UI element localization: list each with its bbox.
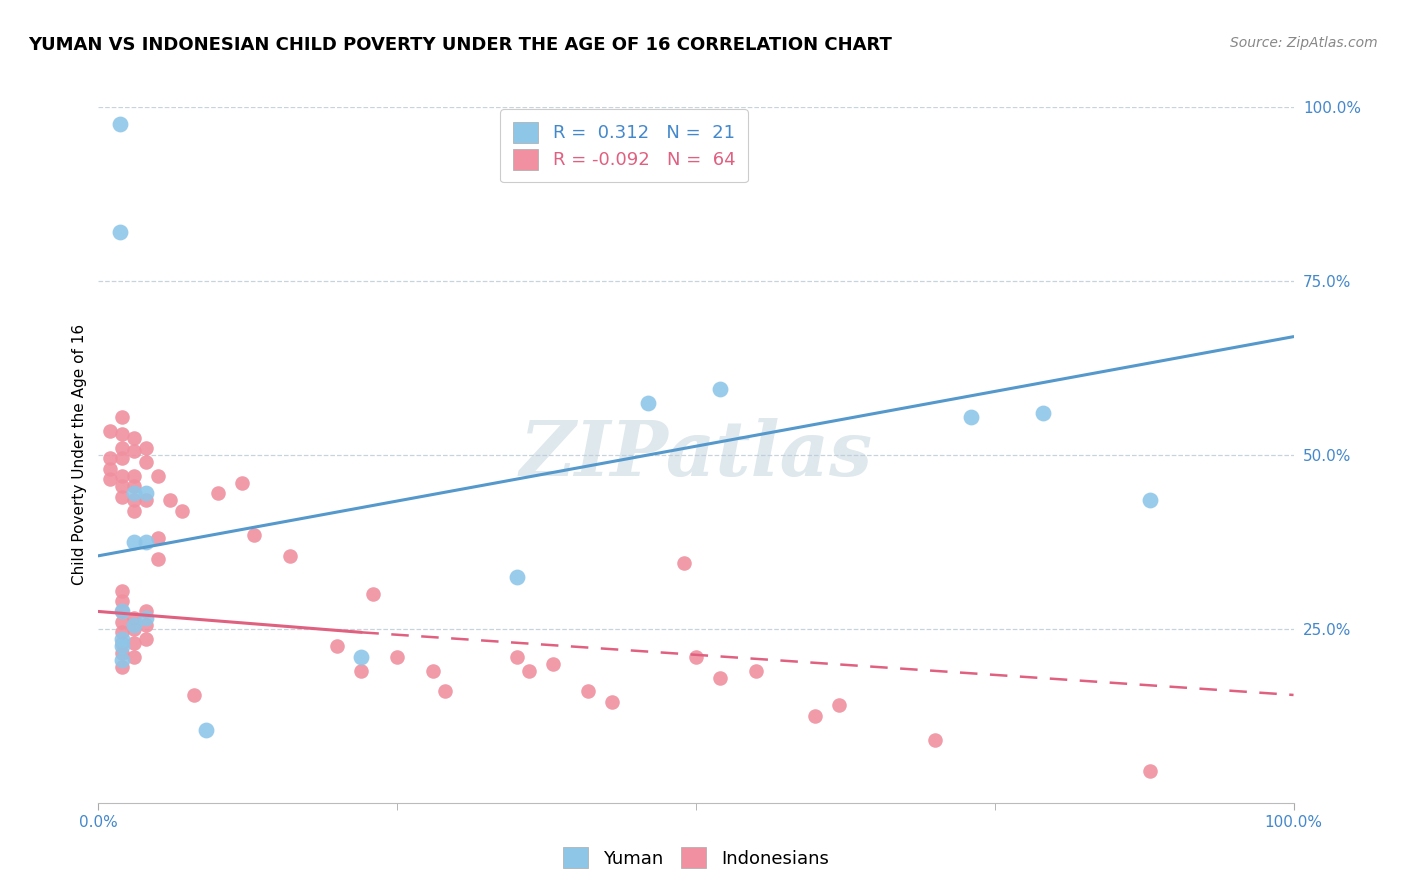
Point: [124, 618, 146, 632]
Point: [108, 225, 131, 239]
Point: [111, 441, 134, 455]
Point: [98, 462, 122, 476]
Point: [207, 486, 229, 500]
Point: [135, 618, 157, 632]
Y-axis label: Child Poverty Under the Age of 16: Child Poverty Under the Age of 16: [72, 325, 87, 585]
Point: [385, 649, 409, 664]
Point: [111, 660, 134, 674]
Point: [111, 479, 134, 493]
Point: [111, 653, 134, 667]
Point: [111, 594, 134, 608]
Point: [135, 534, 157, 549]
Point: [828, 698, 851, 713]
Point: [637, 396, 659, 410]
Point: [111, 625, 134, 640]
Point: [602, 695, 624, 709]
Point: [111, 409, 134, 424]
Point: [111, 632, 134, 647]
Point: [124, 622, 146, 636]
Point: [506, 649, 529, 664]
Point: [124, 611, 146, 625]
Point: [148, 552, 170, 566]
Point: [124, 636, 146, 650]
Point: [124, 649, 146, 664]
Point: [673, 556, 696, 570]
Point: [578, 684, 600, 698]
Point: [135, 632, 157, 647]
Point: [159, 493, 181, 508]
Point: [111, 639, 134, 653]
Point: [111, 468, 134, 483]
Point: [135, 605, 157, 619]
Point: [243, 528, 266, 542]
Point: [124, 430, 146, 444]
Point: [506, 570, 529, 584]
Point: [148, 532, 170, 546]
Point: [745, 664, 768, 678]
Point: [135, 611, 157, 625]
Point: [111, 605, 134, 619]
Point: [98, 451, 122, 466]
Point: [1139, 764, 1161, 779]
Point: [135, 486, 157, 500]
Point: [148, 468, 170, 483]
Point: [685, 649, 707, 664]
Point: [709, 671, 731, 685]
Point: [350, 664, 373, 678]
Point: [111, 583, 134, 598]
Point: [924, 733, 946, 747]
Legend: Yuman, Indonesians: Yuman, Indonesians: [554, 838, 838, 877]
Point: [363, 587, 385, 601]
Point: [111, 615, 134, 629]
Point: [111, 636, 134, 650]
Point: [135, 441, 157, 455]
Point: [1139, 493, 1161, 508]
Point: [111, 490, 134, 504]
Point: [98, 424, 122, 438]
Point: [1032, 406, 1054, 420]
Point: [172, 503, 194, 517]
Point: [124, 479, 146, 493]
Point: [422, 664, 444, 678]
Point: [111, 427, 134, 442]
Point: [350, 649, 373, 664]
Point: [434, 684, 457, 698]
Point: [124, 486, 146, 500]
Point: [135, 493, 157, 508]
Point: [541, 657, 564, 671]
Point: [124, 468, 146, 483]
Point: [124, 444, 146, 458]
Text: YUMAN VS INDONESIAN CHILD POVERTY UNDER THE AGE OF 16 CORRELATION CHART: YUMAN VS INDONESIAN CHILD POVERTY UNDER …: [28, 36, 891, 54]
Point: [111, 646, 134, 660]
Point: [124, 493, 146, 508]
Point: [124, 503, 146, 517]
Point: [135, 455, 157, 469]
Point: [231, 475, 253, 490]
Point: [124, 534, 146, 549]
Point: [960, 409, 983, 424]
Point: [326, 639, 349, 653]
Text: ZIPatlas: ZIPatlas: [519, 418, 873, 491]
Point: [709, 382, 731, 396]
Point: [183, 688, 205, 702]
Point: [541, 117, 564, 131]
Point: [108, 117, 131, 131]
Point: [111, 605, 134, 619]
Point: [98, 472, 122, 486]
Text: Source: ZipAtlas.com: Source: ZipAtlas.com: [1230, 36, 1378, 50]
Point: [517, 664, 540, 678]
Point: [278, 549, 301, 563]
Point: [804, 708, 827, 723]
Point: [195, 723, 218, 737]
Point: [111, 451, 134, 466]
